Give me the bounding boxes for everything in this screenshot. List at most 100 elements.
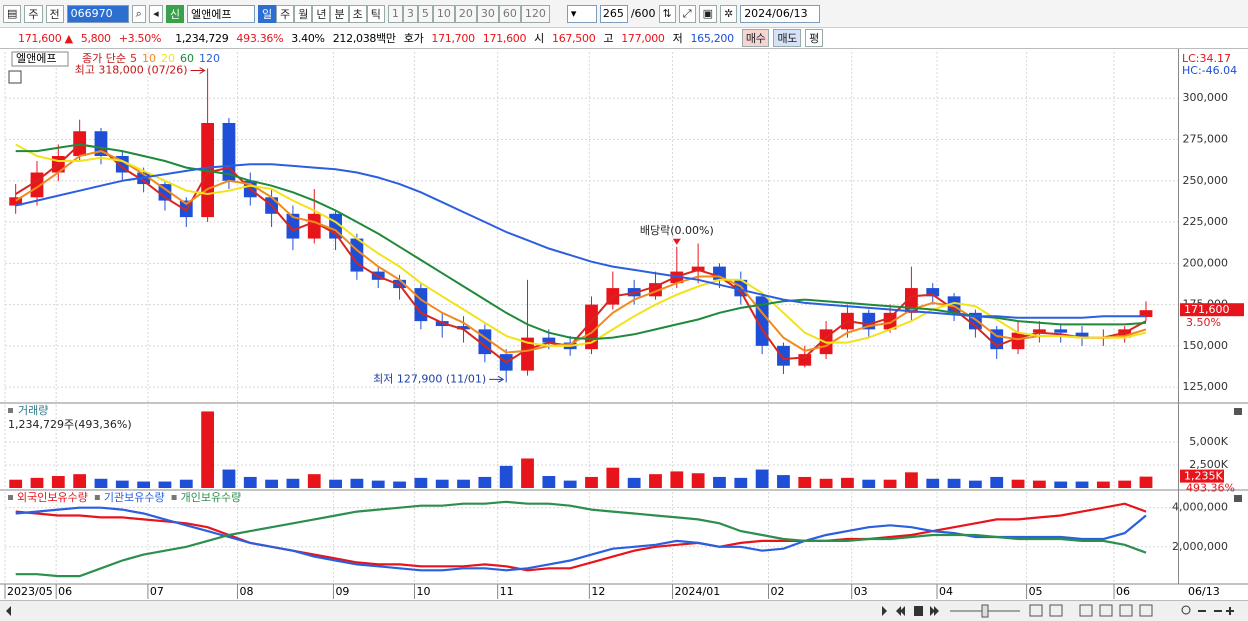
volume-bar	[457, 479, 470, 488]
candle-body	[457, 326, 470, 330]
volume-bar	[1096, 481, 1110, 488]
y-tick-label: 2,500K	[1189, 458, 1228, 471]
value-tag	[1180, 469, 1224, 483]
toolbar-button[interactable]: 초	[348, 4, 367, 23]
volume-bar	[713, 476, 726, 488]
x-tick-label: 02	[771, 585, 785, 598]
candle-body	[158, 184, 172, 201]
x-tick-label: 06	[1116, 585, 1130, 598]
dropdown[interactable]: ▾	[566, 4, 597, 23]
code-input[interactable]: 066970	[66, 4, 129, 23]
toolbar-button[interactable]: 60	[498, 4, 521, 23]
plot: 2023/05 06 07 08 09 10 11 12 2024/01 02 03 04 05 06 06…	[4, 51, 1244, 599]
type-select[interactable]: 전	[45, 4, 64, 23]
low-label: 저	[672, 32, 683, 45]
candle-body	[286, 213, 300, 239]
panel-close[interactable]	[1234, 408, 1242, 415]
slider-handle[interactable]	[981, 604, 989, 618]
volume-bar	[286, 478, 300, 488]
ma-line	[15, 163, 1146, 319]
tool-button[interactable]: ⇅	[658, 4, 676, 23]
legend-marker	[171, 495, 177, 500]
panel-title: 거래량	[18, 404, 48, 417]
toolbar-button[interactable]: 10	[432, 4, 455, 23]
x-tick-label: 04	[939, 585, 953, 598]
volume-bar	[435, 479, 449, 488]
tool-icon[interactable]	[1099, 604, 1113, 617]
x-tick-label: 09	[335, 585, 349, 598]
search-button[interactable]: ⌕	[131, 4, 146, 23]
volume-bar	[883, 479, 897, 488]
legend-entry: 5	[130, 52, 137, 65]
legend-entry: 10	[142, 52, 156, 65]
panel-title-box	[11, 51, 69, 67]
x-tick-label: 12	[591, 585, 605, 598]
toolbar-button[interactable]: 120	[520, 4, 550, 23]
table-icon[interactable]	[8, 70, 22, 84]
zoom-icon[interactable]	[1181, 605, 1191, 615]
holding-line	[15, 502, 1147, 572]
chart: 2023/05 06 07 08 09 10 11 12 2024/01 02 03 04 05 06 06…	[0, 49, 1248, 600]
volume-bar	[905, 472, 918, 488]
legend-title: 종가 단순	[82, 52, 126, 65]
menu-button[interactable]: ▤	[3, 4, 22, 23]
stock-name: 엘앤에프	[186, 4, 255, 23]
tool-icon[interactable]	[1119, 604, 1133, 617]
market-select[interactable]: 주	[24, 4, 43, 23]
toolbar-button[interactable]: 20	[454, 4, 477, 23]
volume-bar	[329, 479, 342, 488]
open: 167,500	[552, 31, 596, 45]
settings-button[interactable]: ✲	[719, 4, 738, 23]
volume-bar	[798, 476, 812, 488]
toolbar-button[interactable]: 5	[417, 4, 433, 23]
sell-button[interactable]: 매도	[773, 29, 802, 47]
volume-bar	[265, 479, 278, 488]
toolbar-button[interactable]: 분	[330, 4, 349, 23]
tool-icon[interactable]	[1049, 604, 1063, 617]
volume-bar	[1118, 480, 1132, 488]
avg-button[interactable]: 평	[805, 29, 823, 47]
date-input[interactable]: 2024/06/13	[740, 4, 821, 23]
toolbar-button[interactable]: 주	[276, 4, 295, 23]
quote-bar: 171,600 ▲ 5,800 +3.50% 1,234,729 493.36%…	[0, 28, 1248, 49]
annotation-arrow	[190, 67, 206, 74]
fast-forward[interactable]	[930, 606, 939, 616]
candle-body	[585, 304, 598, 350]
toolbar-button[interactable]: 틱	[366, 4, 385, 23]
toolbar-button[interactable]: 일	[257, 4, 277, 23]
stop[interactable]	[914, 606, 923, 616]
toolbar-button[interactable]: 1	[387, 4, 403, 23]
legend-entry: 외국인보유수량	[17, 491, 88, 504]
scroll-left[interactable]	[6, 606, 11, 616]
panel-subtitle: 1,234,729주(493,36%)	[8, 418, 132, 431]
toolbar-button[interactable]: 3	[402, 4, 418, 23]
tool-icon[interactable]	[1029, 604, 1043, 617]
sound-button[interactable]: ◂	[148, 4, 163, 23]
panel-close[interactable]	[1234, 495, 1242, 502]
toolbar-button[interactable]: 년	[312, 4, 331, 23]
x-tick-label: 08	[239, 585, 253, 598]
bid-label: 호가	[403, 32, 424, 45]
bars-input[interactable]: 265	[599, 4, 628, 23]
x-tick-label: 10	[416, 585, 430, 598]
save-button[interactable]: ▣	[698, 4, 717, 23]
bid: 171,600	[482, 31, 527, 45]
play[interactable]	[882, 606, 887, 616]
volume-bar	[94, 478, 108, 488]
rewind[interactable]	[896, 606, 905, 616]
x-tick-label: 05	[1029, 585, 1043, 598]
max-bars: /600	[630, 7, 656, 20]
price: 171,600 ▲	[18, 31, 73, 45]
volume-bar	[585, 476, 598, 488]
toolbar-button[interactable]: 월	[294, 4, 313, 23]
annotation: 최고 318,000 (07/26)	[75, 64, 188, 77]
toolbar-button[interactable]: 30	[476, 4, 499, 23]
tool-button[interactable]: ⤢	[678, 4, 696, 23]
volume-bar	[990, 476, 1004, 488]
buy-button[interactable]: 매수	[741, 29, 770, 47]
y-tick-label: 150,000	[1183, 339, 1229, 352]
tool-icon[interactable]	[1139, 604, 1153, 617]
zoom-in[interactable]	[1226, 607, 1234, 615]
tool-icon[interactable]	[1079, 604, 1093, 617]
